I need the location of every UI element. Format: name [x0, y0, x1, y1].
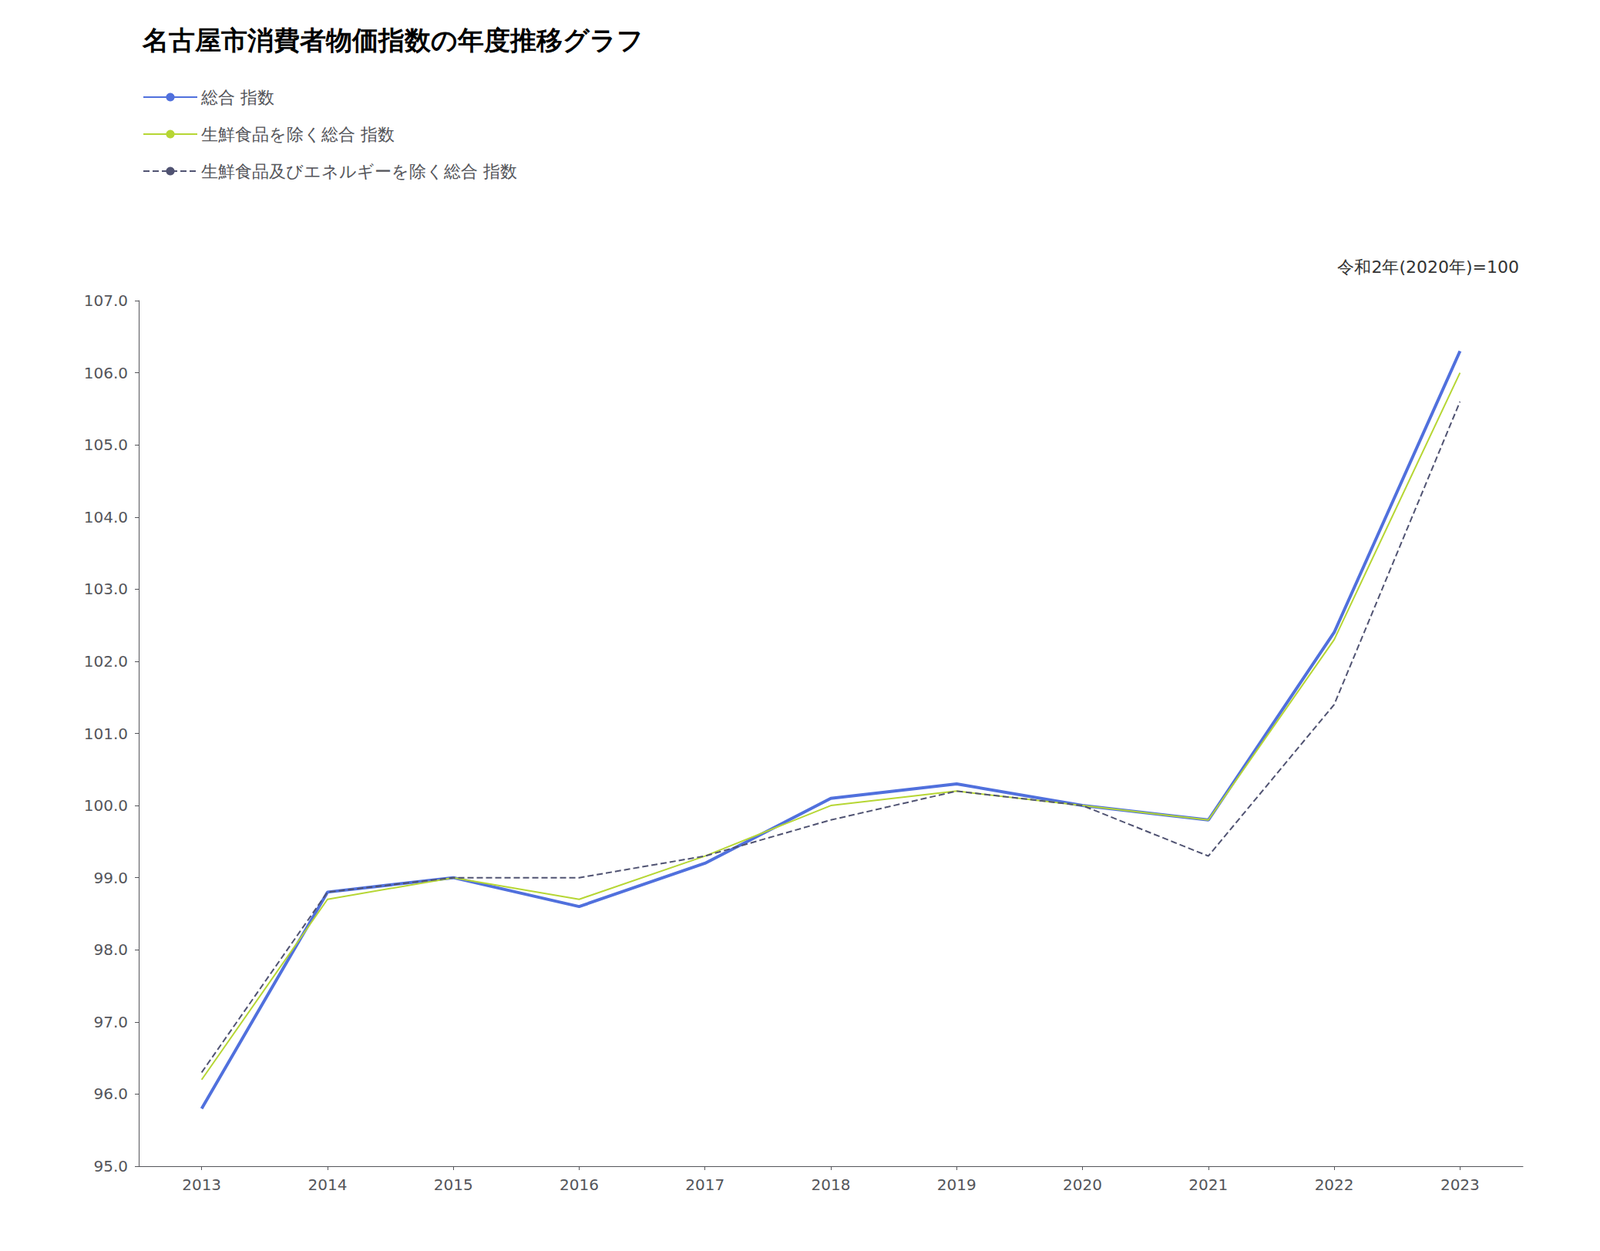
svg-text:102.0: 102.0 [84, 652, 128, 671]
svg-text:2019: 2019 [937, 1175, 977, 1194]
svg-text:2016: 2016 [559, 1175, 599, 1194]
svg-text:2018: 2018 [811, 1175, 851, 1194]
svg-text:105.0: 105.0 [84, 435, 128, 454]
svg-text:2017: 2017 [685, 1175, 725, 1194]
svg-text:2013: 2013 [181, 1175, 222, 1194]
svg-text:104.0: 104.0 [84, 507, 128, 527]
svg-text:2020: 2020 [1062, 1175, 1103, 1194]
svg-text:103.0: 103.0 [84, 579, 128, 599]
svg-text:99.0: 99.0 [93, 868, 128, 888]
svg-text:98.0: 98.0 [93, 940, 128, 959]
svg-text:2014: 2014 [307, 1175, 347, 1194]
svg-text:95.0: 95.0 [93, 1156, 128, 1176]
svg-text:2015: 2015 [433, 1175, 474, 1194]
svg-text:生鮮食品及びエネルギーを除く総合 指数: 生鮮食品及びエネルギーを除く総合 指数 [201, 161, 518, 182]
svg-text:2021: 2021 [1188, 1175, 1228, 1194]
svg-text:107.0: 107.0 [84, 291, 128, 310]
svg-text:2023: 2023 [1440, 1175, 1480, 1194]
svg-text:97.0: 97.0 [93, 1012, 128, 1032]
svg-text:101.0: 101.0 [84, 724, 128, 743]
svg-text:生鮮食品を除く総合 指数: 生鮮食品を除く総合 指数 [201, 124, 395, 145]
svg-text:総合 指数: 総合 指数 [200, 87, 275, 108]
svg-text:2022: 2022 [1314, 1175, 1355, 1194]
svg-text:名古屋市消費者物価指数の年度推移グラフ: 名古屋市消費者物価指数の年度推移グラフ [141, 24, 644, 56]
svg-text:96.0: 96.0 [93, 1084, 128, 1103]
svg-text:106.0: 106.0 [84, 363, 128, 383]
svg-text:100.0: 100.0 [84, 796, 128, 815]
svg-text:令和2年(2020年)=100: 令和2年(2020年)=100 [1337, 257, 1520, 277]
